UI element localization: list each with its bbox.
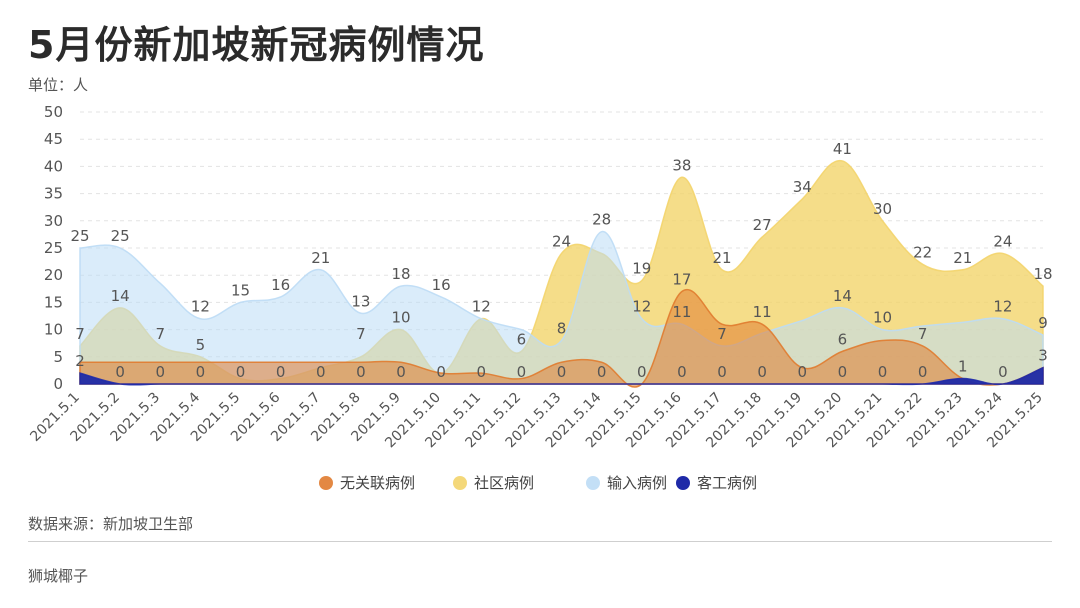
data-label: 15 bbox=[231, 281, 250, 299]
series-area bbox=[79, 230, 1044, 385]
data-label: 41 bbox=[833, 140, 852, 158]
data-label: 0 bbox=[396, 363, 406, 381]
data-label: 16 bbox=[271, 276, 290, 294]
data-label: 18 bbox=[391, 265, 410, 283]
legend-marker bbox=[586, 476, 600, 490]
data-label: 0 bbox=[918, 363, 928, 381]
data-label: 7 bbox=[918, 325, 928, 343]
y-tick-label: 40 bbox=[44, 157, 63, 175]
data-label: 11 bbox=[753, 303, 772, 321]
data-label: 38 bbox=[672, 156, 691, 174]
data-label: 13 bbox=[351, 292, 370, 310]
data-label: 0 bbox=[838, 363, 848, 381]
data-label: 0 bbox=[356, 363, 366, 381]
y-tick-label: 25 bbox=[44, 239, 63, 257]
y-tick-label: 30 bbox=[44, 212, 63, 230]
data-label: 0 bbox=[637, 363, 647, 381]
data-label: 27 bbox=[753, 216, 772, 234]
data-label: 2 bbox=[75, 352, 85, 370]
y-tick-label: 0 bbox=[53, 375, 63, 393]
data-label: 0 bbox=[597, 363, 607, 381]
data-label: 24 bbox=[993, 232, 1012, 250]
legend-label: 无关联病例 bbox=[340, 474, 415, 492]
data-label: 16 bbox=[432, 276, 451, 294]
data-source: 数据来源：新加坡卫生部 bbox=[28, 515, 194, 533]
y-tick-label: 5 bbox=[53, 348, 63, 366]
data-label: 7 bbox=[717, 325, 727, 343]
data-label: 0 bbox=[276, 363, 286, 381]
y-tick-label: 50 bbox=[44, 103, 63, 121]
data-label: 25 bbox=[70, 227, 89, 245]
data-label: 0 bbox=[878, 363, 888, 381]
data-label: 6 bbox=[517, 330, 527, 348]
data-label: 34 bbox=[793, 178, 812, 196]
data-label: 0 bbox=[757, 363, 767, 381]
data-label: 0 bbox=[316, 363, 326, 381]
data-label: 5 bbox=[196, 336, 206, 354]
data-label: 14 bbox=[833, 287, 852, 305]
data-label: 25 bbox=[111, 227, 130, 245]
data-label: 12 bbox=[632, 298, 651, 316]
data-label: 0 bbox=[557, 363, 567, 381]
y-tick-label: 45 bbox=[44, 130, 63, 148]
data-label: 18 bbox=[1033, 265, 1052, 283]
legend-label: 社区病例 bbox=[474, 474, 534, 492]
legend-marker bbox=[319, 476, 333, 490]
y-tick-label: 10 bbox=[44, 321, 63, 339]
legend-marker bbox=[676, 476, 690, 490]
data-label: 0 bbox=[998, 363, 1008, 381]
data-label: 1 bbox=[958, 358, 968, 376]
data-label: 17 bbox=[672, 271, 691, 289]
data-label: 14 bbox=[111, 287, 130, 305]
y-tick-label: 20 bbox=[44, 266, 63, 284]
data-label: 0 bbox=[517, 363, 527, 381]
data-label: 0 bbox=[196, 363, 206, 381]
data-label: 30 bbox=[873, 200, 892, 218]
unit-label: 单位：人 bbox=[28, 76, 89, 94]
data-label: 10 bbox=[873, 309, 892, 327]
data-label: 24 bbox=[552, 232, 571, 250]
brand-name: 狮城椰子 bbox=[28, 567, 89, 585]
series-area bbox=[79, 366, 1044, 386]
data-label: 0 bbox=[436, 363, 446, 381]
legend-label: 客工病例 bbox=[697, 474, 757, 492]
data-label: 0 bbox=[476, 363, 486, 381]
legend-marker bbox=[453, 476, 467, 490]
data-label: 0 bbox=[115, 363, 125, 381]
data-label: 7 bbox=[75, 325, 85, 343]
data-label: 0 bbox=[236, 363, 246, 381]
y-tick-label: 15 bbox=[44, 293, 63, 311]
data-label: 19 bbox=[632, 260, 651, 278]
footer-divider bbox=[28, 541, 1052, 542]
data-label: 6 bbox=[838, 330, 848, 348]
data-label: 12 bbox=[993, 298, 1012, 316]
data-label: 11 bbox=[672, 303, 691, 321]
legend-label: 输入病例 bbox=[607, 474, 667, 492]
data-label: 0 bbox=[677, 363, 687, 381]
data-label: 12 bbox=[191, 298, 210, 316]
data-label: 22 bbox=[913, 243, 932, 261]
data-label: 8 bbox=[557, 319, 567, 337]
data-label: 9 bbox=[1038, 314, 1048, 332]
data-label: 7 bbox=[356, 325, 366, 343]
data-label: 12 bbox=[472, 298, 491, 316]
data-label: 21 bbox=[953, 249, 972, 267]
data-label: 21 bbox=[311, 249, 330, 267]
series-area bbox=[79, 288, 1044, 388]
data-label: 0 bbox=[717, 363, 727, 381]
data-label: 28 bbox=[592, 211, 611, 229]
page-title: 5月份新加坡新冠病例情况 bbox=[28, 23, 485, 67]
data-label: 0 bbox=[797, 363, 807, 381]
data-label: 3 bbox=[1038, 347, 1048, 365]
data-label: 7 bbox=[155, 325, 165, 343]
y-tick-label: 35 bbox=[44, 185, 63, 203]
area-chart: 0510152025303540455025722514070125015016… bbox=[27, 103, 1052, 492]
data-label: 0 bbox=[155, 363, 165, 381]
data-label: 21 bbox=[712, 249, 731, 267]
data-label: 10 bbox=[391, 309, 410, 327]
